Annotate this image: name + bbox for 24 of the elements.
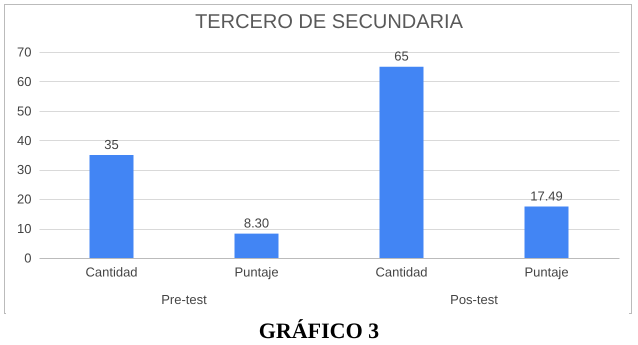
bar [524,206,568,258]
y-tick-label: 60 [17,74,32,89]
x-tick-label: Cantidad [85,264,138,280]
text: GRÁFICO 3 [258,318,380,344]
y-tick-label: 50 [17,103,32,118]
text: Pos-test [450,292,498,307]
bar [234,234,278,258]
y-tick-label: 30 [17,162,32,178]
y-tick-label: 0 [24,250,32,266]
y-tick-label: 20 [17,192,32,207]
bar [380,66,424,258]
y-tick-label: 40 [17,132,32,148]
x-tick-label: Cantidad [375,264,428,280]
bar [90,155,134,258]
data-label: 8.30 [244,216,270,231]
data-label: 17.49 [530,188,563,204]
text: Pre-test [161,292,208,307]
x-tick-label: Puntaje [524,264,569,280]
y-tick-label: 10 [17,221,32,236]
x-tick-label: Puntaje [234,264,279,280]
data-label: 35 [104,137,119,152]
chart-title: TERCERO DE SECUNDARIA [195,11,464,33]
data-label: 65 [394,48,409,64]
y-tick-label: 70 [17,44,32,60]
